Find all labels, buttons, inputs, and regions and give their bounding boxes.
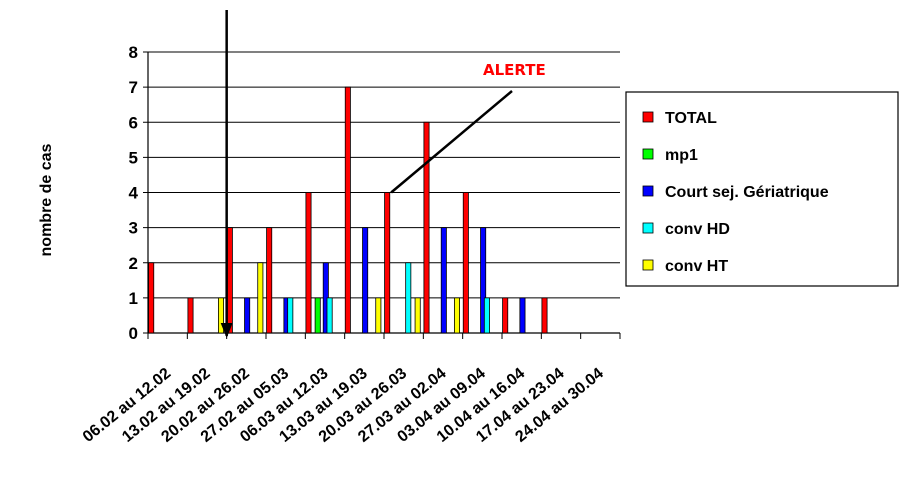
legend-label: conv HT <box>665 258 728 275</box>
y-axis: 0 1 2 3 4 5 6 7 8 <box>129 43 149 343</box>
bar-conv-hd-3 <box>287 297 294 334</box>
alert-label: ALERTE <box>483 61 546 79</box>
y-tick-label: 4 <box>129 184 139 203</box>
marker-arrow-head <box>220 323 233 338</box>
bar-mp1-4 <box>314 297 321 334</box>
bar-court-sej-g-riatrique-5 <box>362 227 369 334</box>
legend-swatch <box>642 259 654 271</box>
legend-label: mp1 <box>665 147 698 164</box>
bar-total-3 <box>266 227 273 334</box>
y-tick-label: 5 <box>129 148 138 167</box>
legend-swatch <box>642 111 654 123</box>
bar-total-6 <box>384 192 391 334</box>
y-tick-label: 0 <box>129 324 138 343</box>
legend-swatch <box>642 185 654 197</box>
bar-conv-ht-6 <box>414 297 421 334</box>
legend-swatch <box>642 148 654 160</box>
bars <box>148 86 548 334</box>
legend: TOTAL mp1 Court sej. Gériatrique conv HD con… <box>625 91 899 287</box>
legend-label: Court sej. Gériatrique <box>665 184 829 201</box>
y-tick-label: 8 <box>129 43 138 62</box>
bar-total-1 <box>187 297 194 334</box>
bar-conv-ht-1 <box>217 297 224 334</box>
bar-total-7 <box>423 121 430 334</box>
bar-conv-ht-7 <box>453 297 460 334</box>
gridlines <box>148 51 620 299</box>
bar-conv-hd-8 <box>483 297 490 334</box>
alert-line <box>390 90 513 194</box>
bar-court-sej-g-riatrique-9 <box>519 297 526 334</box>
bar-court-sej-g-riatrique-8 <box>480 227 487 334</box>
bar-total-5 <box>344 86 351 334</box>
y-tick-label: 1 <box>129 289 138 308</box>
y-axis-label: nombre de cas <box>38 143 55 256</box>
bar-conv-hd-4 <box>326 297 333 334</box>
legend-label: conv HD <box>665 221 730 238</box>
bar-total-0 <box>148 262 155 334</box>
bar-court-sej-g-riatrique-2 <box>244 297 251 334</box>
legend-label: TOTAL <box>665 110 717 127</box>
y-tick-label: 6 <box>129 113 138 132</box>
bar-total-4 <box>305 192 312 334</box>
y-tick-label: 7 <box>129 78 138 97</box>
bar-total-8 <box>462 192 469 334</box>
bar-conv-hd-6 <box>405 262 412 334</box>
alert-annotation: ALERTE <box>390 61 546 194</box>
y-tick-label: 3 <box>129 219 138 238</box>
x-axis <box>147 332 621 339</box>
bar-total-9 <box>502 297 509 334</box>
y-tick-label: 2 <box>129 254 138 273</box>
bar-total-2 <box>226 227 233 334</box>
marker-arrow <box>220 10 233 338</box>
legend-box <box>625 91 899 287</box>
bar-court-sej-g-riatrique-7 <box>440 227 447 334</box>
legend-swatch <box>642 222 654 234</box>
bar-total-10 <box>541 297 548 334</box>
bar-conv-ht-2 <box>257 262 264 334</box>
bar-conv-ht-5 <box>375 297 382 334</box>
